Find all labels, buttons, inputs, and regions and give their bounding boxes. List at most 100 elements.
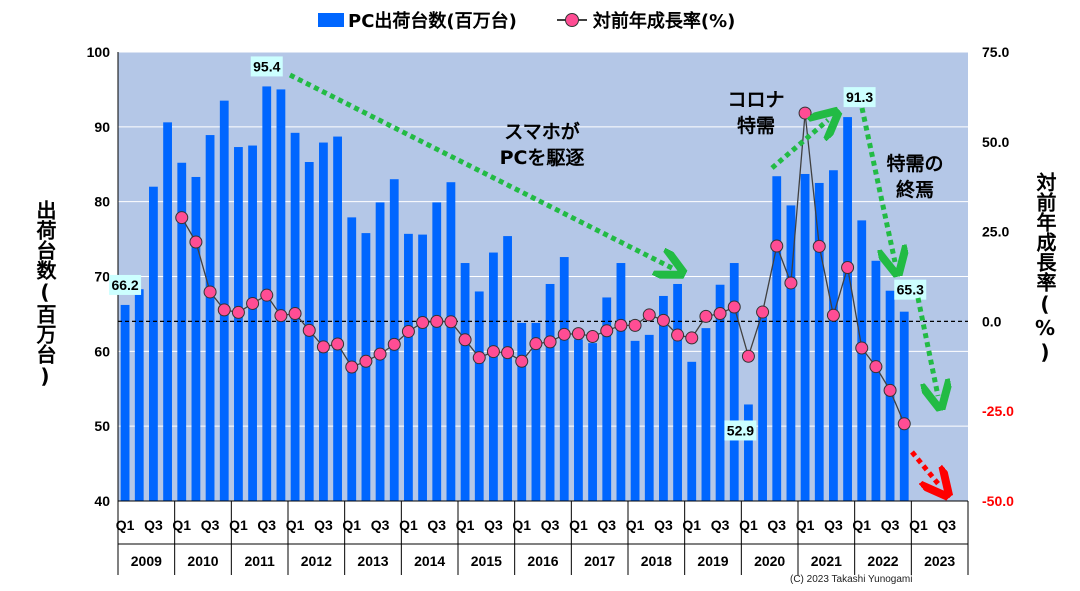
annotation-corona-line2: 特需 bbox=[737, 115, 775, 137]
growth-point bbox=[727, 300, 741, 314]
annotation-smartphone-line1: スマホが bbox=[504, 120, 579, 143]
bar bbox=[432, 202, 442, 502]
bar bbox=[687, 361, 697, 501]
growth-point bbox=[756, 305, 770, 319]
growth-point bbox=[458, 333, 472, 347]
growth-point bbox=[685, 331, 699, 345]
y-left-tick-label: 90 bbox=[94, 119, 110, 135]
x-quarter-label: Q1 bbox=[512, 517, 531, 533]
growth-point bbox=[557, 327, 571, 341]
growth-point bbox=[826, 308, 840, 322]
growth-line bbox=[181, 113, 905, 425]
x-quarter-label: Q1 bbox=[456, 517, 475, 533]
growth-point bbox=[472, 351, 486, 365]
bar bbox=[531, 322, 541, 501]
arrow-corona-rise bbox=[770, 120, 828, 170]
growth-point bbox=[798, 106, 812, 120]
legend-line-marker bbox=[556, 13, 587, 27]
value-label: 65.3 bbox=[897, 282, 924, 298]
growth-point bbox=[741, 349, 755, 363]
value-label-box bbox=[843, 87, 876, 108]
bar bbox=[857, 220, 867, 501]
value-label-box bbox=[894, 279, 927, 300]
growth-point bbox=[345, 360, 359, 374]
x-year-label: 2014 bbox=[414, 553, 445, 569]
x-quarter-label: Q1 bbox=[739, 517, 758, 533]
growth-point bbox=[883, 383, 897, 397]
bar bbox=[673, 283, 682, 501]
y-left-tick-label: 70 bbox=[94, 269, 110, 285]
bar bbox=[630, 340, 640, 501]
growth-point bbox=[841, 261, 855, 275]
bar bbox=[715, 284, 725, 501]
x-year-label: 2018 bbox=[641, 553, 672, 569]
growth-point bbox=[586, 329, 600, 343]
growth-point bbox=[373, 347, 387, 361]
x-quarter-label: Q1 bbox=[852, 517, 871, 533]
bar bbox=[659, 295, 668, 501]
y-right-tick-label: -50.0 bbox=[982, 493, 1014, 509]
x-year-label: 2009 bbox=[131, 553, 162, 569]
x-year-label: 2015 bbox=[471, 553, 502, 569]
x-quarter-label: Q1 bbox=[909, 517, 928, 533]
growth-point bbox=[713, 306, 727, 320]
bar bbox=[333, 136, 342, 502]
x-quarter-label: Q1 bbox=[116, 517, 135, 533]
x-quarter-label: Q3 bbox=[711, 517, 730, 533]
bar bbox=[644, 334, 654, 501]
x-quarter-label: Q1 bbox=[172, 517, 191, 533]
growth-point bbox=[855, 341, 869, 355]
value-label: 52.9 bbox=[727, 422, 754, 438]
bar bbox=[418, 234, 427, 502]
x-quarter-label: Q3 bbox=[597, 517, 616, 533]
growth-point bbox=[515, 354, 529, 368]
x-quarter-label: Q3 bbox=[144, 517, 163, 533]
bar bbox=[786, 205, 796, 502]
x-year-label: 2019 bbox=[697, 553, 728, 569]
bar bbox=[744, 404, 753, 501]
growth-point bbox=[501, 346, 515, 360]
growth-point bbox=[671, 328, 685, 342]
growth-point bbox=[444, 315, 458, 329]
annotation-smartphone-line2: PCを駆逐 bbox=[500, 147, 585, 169]
growth-point bbox=[642, 308, 656, 322]
x-year-label: 2011 bbox=[244, 553, 275, 569]
growth-point bbox=[430, 314, 444, 328]
growth-point bbox=[175, 211, 189, 225]
bar bbox=[460, 263, 470, 501]
growth-point bbox=[302, 323, 316, 337]
bar bbox=[446, 182, 456, 501]
bar bbox=[347, 217, 357, 502]
y-right-tick-label: 25.0 bbox=[982, 224, 1009, 240]
bar bbox=[559, 257, 569, 501]
bar bbox=[177, 162, 187, 501]
bar bbox=[701, 328, 711, 501]
bar bbox=[772, 176, 782, 501]
bar bbox=[602, 297, 612, 501]
growth-point bbox=[812, 239, 826, 253]
y-right-axis-title: 対前年成長率(%) bbox=[1033, 172, 1057, 364]
value-label: 66.2 bbox=[111, 277, 138, 293]
annotation-end-line1: 特需の bbox=[886, 153, 943, 175]
value-label: 95.4 bbox=[253, 58, 280, 74]
bar bbox=[134, 289, 144, 501]
y-left-tick-label: 50 bbox=[94, 418, 110, 434]
bar bbox=[588, 343, 597, 501]
bar bbox=[163, 122, 172, 502]
y-left-tick-label: 60 bbox=[94, 343, 110, 359]
growth-point bbox=[331, 337, 345, 351]
growth-point bbox=[416, 315, 430, 329]
x-quarter-label: Q1 bbox=[342, 517, 361, 533]
x-quarter-label: Q1 bbox=[626, 517, 645, 533]
growth-point bbox=[628, 318, 642, 332]
y-left-tick-label: 80 bbox=[94, 194, 110, 210]
growth-point bbox=[359, 354, 373, 368]
x-year-label: 2021 bbox=[811, 553, 842, 569]
bar bbox=[758, 314, 767, 501]
growth-point bbox=[260, 288, 274, 302]
x-quarter-label: Q3 bbox=[314, 517, 333, 533]
growth-point bbox=[784, 276, 798, 290]
bar bbox=[404, 233, 413, 501]
growth-point bbox=[656, 313, 670, 327]
